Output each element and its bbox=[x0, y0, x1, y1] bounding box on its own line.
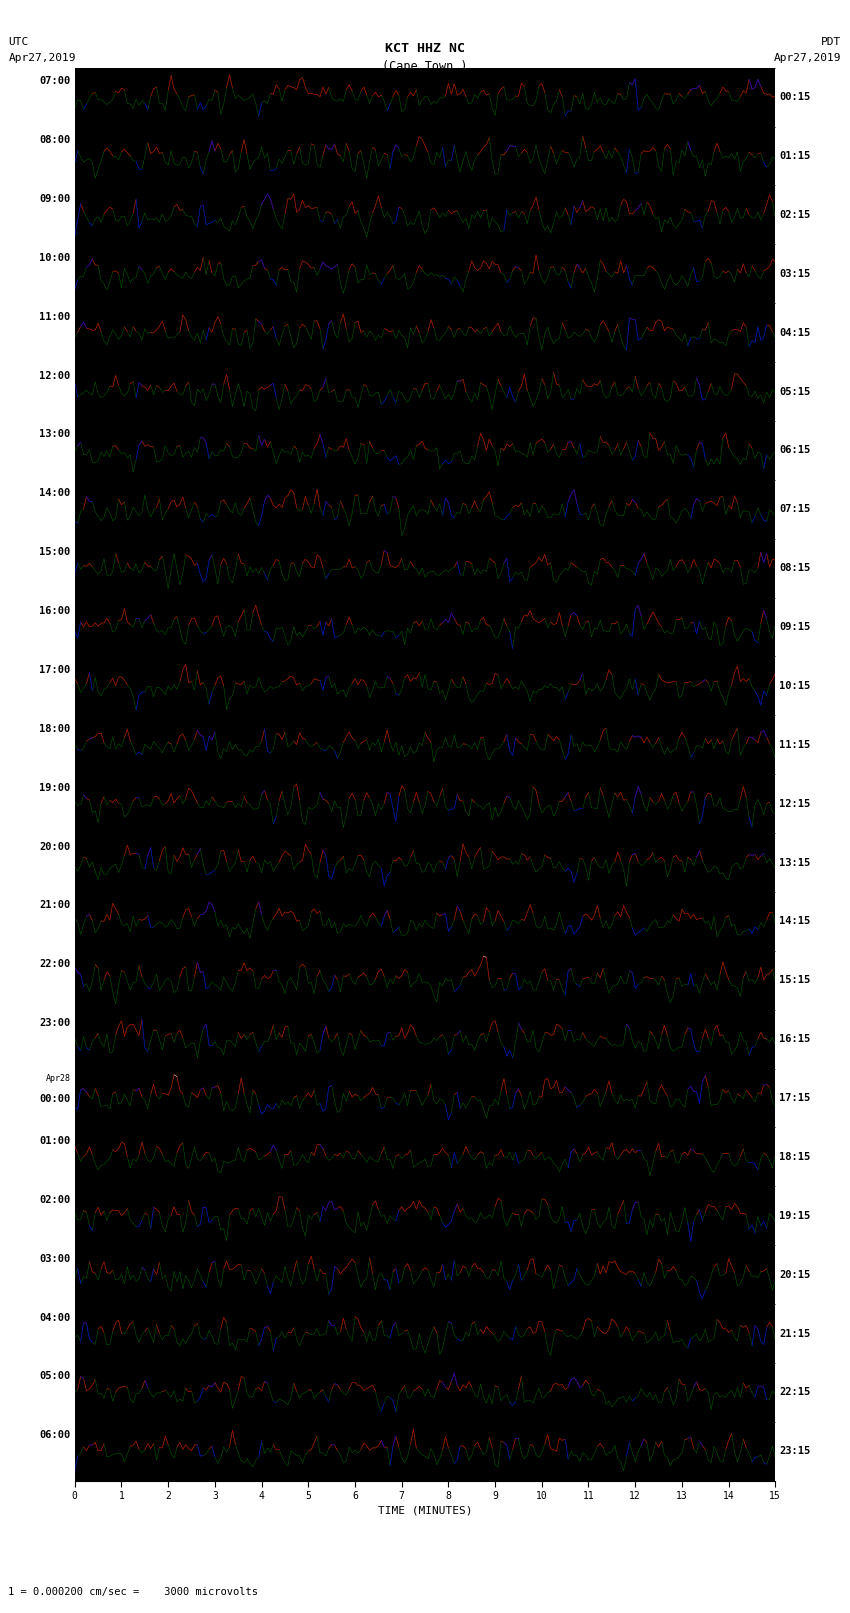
Text: UTC: UTC bbox=[8, 37, 29, 47]
Text: KCT HHZ NC: KCT HHZ NC bbox=[385, 42, 465, 55]
Text: 22:15: 22:15 bbox=[779, 1387, 811, 1397]
Text: 07:15: 07:15 bbox=[779, 505, 811, 515]
Text: 1 = 0.000200 cm/sec =    3000 microvolts: 1 = 0.000200 cm/sec = 3000 microvolts bbox=[8, 1587, 258, 1597]
Text: 08:00: 08:00 bbox=[39, 135, 71, 145]
Text: 20:00: 20:00 bbox=[39, 842, 71, 852]
Text: 13:00: 13:00 bbox=[39, 429, 71, 439]
Text: 23:00: 23:00 bbox=[39, 1018, 71, 1027]
Text: 00:15: 00:15 bbox=[779, 92, 811, 102]
Text: 16:00: 16:00 bbox=[39, 606, 71, 616]
Text: 12:00: 12:00 bbox=[39, 371, 71, 381]
Text: 11:00: 11:00 bbox=[39, 311, 71, 321]
Text: 10:15: 10:15 bbox=[779, 681, 811, 690]
Text: 15:15: 15:15 bbox=[779, 976, 811, 986]
Text: Apr28: Apr28 bbox=[46, 1074, 71, 1084]
Text: 06:00: 06:00 bbox=[39, 1431, 71, 1440]
Text: 19:15: 19:15 bbox=[779, 1211, 811, 1221]
Text: 02:15: 02:15 bbox=[779, 210, 811, 219]
Text: 01:00: 01:00 bbox=[39, 1136, 71, 1145]
Text: 22:00: 22:00 bbox=[39, 960, 71, 969]
Text: 13:15: 13:15 bbox=[779, 858, 811, 868]
Text: 17:00: 17:00 bbox=[39, 665, 71, 674]
Text: 21:15: 21:15 bbox=[779, 1329, 811, 1339]
X-axis label: TIME (MINUTES): TIME (MINUTES) bbox=[377, 1505, 473, 1515]
Text: 03:15: 03:15 bbox=[779, 269, 811, 279]
Text: 05:00: 05:00 bbox=[39, 1371, 71, 1381]
Text: 21:00: 21:00 bbox=[39, 900, 71, 910]
Text: I = 0.000200 cm/sec: I = 0.000200 cm/sec bbox=[366, 76, 484, 85]
Text: 20:15: 20:15 bbox=[779, 1269, 811, 1279]
Text: Apr27,2019: Apr27,2019 bbox=[8, 53, 76, 63]
Text: 03:00: 03:00 bbox=[39, 1253, 71, 1263]
Text: 06:15: 06:15 bbox=[779, 445, 811, 455]
Text: 14:00: 14:00 bbox=[39, 489, 71, 498]
Text: 19:00: 19:00 bbox=[39, 782, 71, 792]
Text: 18:00: 18:00 bbox=[39, 724, 71, 734]
Text: 01:15: 01:15 bbox=[779, 152, 811, 161]
Text: (Cape Town ): (Cape Town ) bbox=[382, 60, 468, 73]
Text: 09:15: 09:15 bbox=[779, 623, 811, 632]
Text: 23:15: 23:15 bbox=[779, 1447, 811, 1457]
Text: 17:15: 17:15 bbox=[779, 1094, 811, 1103]
Text: 18:15: 18:15 bbox=[779, 1152, 811, 1161]
Text: PDT: PDT bbox=[821, 37, 842, 47]
Text: 00:00: 00:00 bbox=[39, 1094, 71, 1103]
Text: 04:15: 04:15 bbox=[779, 327, 811, 337]
Text: 07:00: 07:00 bbox=[39, 76, 71, 85]
Text: 02:00: 02:00 bbox=[39, 1195, 71, 1205]
Text: 04:00: 04:00 bbox=[39, 1313, 71, 1323]
Text: 16:15: 16:15 bbox=[779, 1034, 811, 1044]
Text: 12:15: 12:15 bbox=[779, 798, 811, 808]
Text: 05:15: 05:15 bbox=[779, 387, 811, 397]
Text: 14:15: 14:15 bbox=[779, 916, 811, 926]
Text: 08:15: 08:15 bbox=[779, 563, 811, 573]
Text: Apr27,2019: Apr27,2019 bbox=[774, 53, 842, 63]
Text: 11:15: 11:15 bbox=[779, 740, 811, 750]
Text: 10:00: 10:00 bbox=[39, 253, 71, 263]
Text: 09:00: 09:00 bbox=[39, 194, 71, 203]
Text: 15:00: 15:00 bbox=[39, 547, 71, 556]
